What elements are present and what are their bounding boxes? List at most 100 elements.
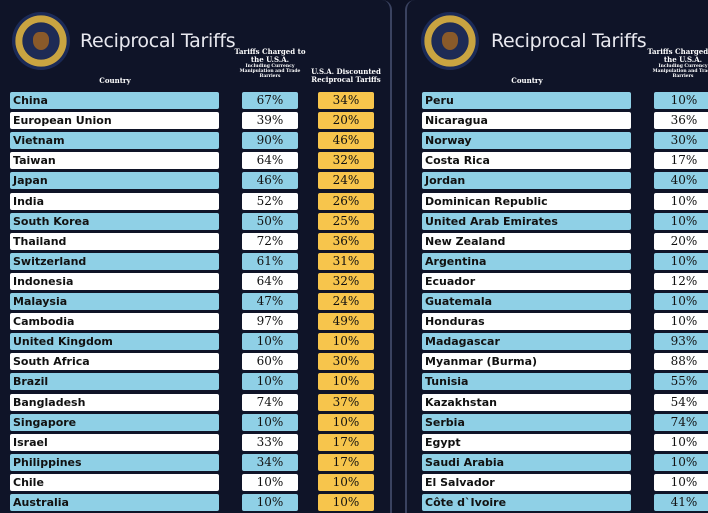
country-cell: Côte d`Ivoire [422,494,631,511]
country-cell: European Union [10,112,219,130]
charged-tariff-cell: 10% [242,333,298,351]
country-cell: China [10,92,219,109]
country-cell: Egypt [422,433,631,451]
discounted-tariff-cell: 26% [318,192,374,210]
country-cell: Indonesia [10,272,219,290]
charged-header: Tariffs Charged to the U.S.A. Including C… [234,47,306,80]
country-cell: Nicaragua [422,112,631,130]
charged-tariff-cell: 10% [654,192,708,210]
charged-tariff-cell: 10% [654,433,708,451]
charged-tariff-cell: 55% [654,373,708,391]
charged-tariff-cell: 67% [242,92,298,109]
charged-tariff-cell: 10% [654,473,708,491]
country-header: Country [99,76,131,85]
charged-header-sub: Including Currency Manipulation and Trad… [652,64,708,79]
charged-tariff-cell: 50% [242,212,298,230]
country-cell: Honduras [422,313,631,331]
charged-header-right: Tariffs Charged to the U.S.A.Including C… [647,47,708,80]
discounted-tariff-cell: 32% [318,272,374,290]
charged-tariff-cell: 47% [242,293,298,310]
country-cell: Israel [10,433,219,451]
country-cell: Myanmar (Burma) [422,353,631,371]
discounted-tariff-cell: 10% [318,373,374,391]
country-cell: Kazakhstan [422,393,631,411]
country-cell: Singapore [10,413,219,431]
left-panel: Reciprocal Tariffs Country Tariffs Charg… [10,0,392,513]
charged-tariff-cell: 93% [654,333,708,351]
charged-tariff-cell: 72% [242,232,298,250]
charged-tariff-cell: 10% [242,413,298,431]
country-cell: Argentina [422,252,631,270]
discounted-tariff-cell: 24% [318,172,374,190]
charged-tariff-cell: 33% [242,433,298,451]
charged-tariff-cell: 97% [242,313,298,331]
country-cell: Taiwan [10,152,219,170]
country-cell: Malaysia [10,293,219,310]
right-panel: Reciprocal Tariffs Country Tariffs Charg… [405,0,708,513]
charged-tariff-cell: 10% [654,453,708,471]
charged-tariff-cell: 61% [242,252,298,270]
discounted-tariff-cell: 10% [318,494,374,511]
charged-tariff-cell: 54% [654,393,708,411]
country-cell: Madagascar [422,333,631,351]
country-cell: India [10,192,219,210]
charged-tariff-cell: 10% [654,252,708,270]
charged-tariff-cell: 10% [654,212,708,230]
country-cell: Ecuador [422,272,631,290]
country-cell: South Korea [10,212,219,230]
charged-tariff-cell: 36% [654,112,708,130]
charged-header-text: Tariffs Charged to the U.S.A. [647,47,708,64]
charged-header-text: Tariffs Charged to the U.S.A. [234,47,306,64]
country-cell: Vietnam [10,132,219,150]
charged-tariff-cell: 40% [654,172,708,190]
charged-tariff-cell: 20% [654,232,708,250]
page-title: Reciprocal Tariffs [80,30,236,52]
charged-tariff-cell: 64% [242,272,298,290]
country-header-right: Country [511,76,543,85]
charged-tariff-cell: 74% [654,413,708,431]
discounted-tariff-cell: 10% [318,333,374,351]
page-title-right: Reciprocal Tariffs [491,30,647,52]
presidential-seal-icon [12,12,70,70]
charged-tariff-cell: 10% [242,473,298,491]
country-cell: Norway [422,132,631,150]
charged-tariff-cell: 41% [654,494,708,511]
charged-tariff-cell: 52% [242,192,298,210]
charged-tariff-cell: 46% [242,172,298,190]
charged-tariff-cell: 10% [654,293,708,310]
charged-tariff-cell: 30% [654,132,708,150]
discounted-tariff-cell: 37% [318,393,374,411]
charged-tariff-cell: 10% [654,313,708,331]
country-cell: New Zealand [422,232,631,250]
discounted-tariff-cell: 10% [318,413,374,431]
discounted-tariff-cell: 30% [318,353,374,371]
discounted-tariff-cell: 36% [318,232,374,250]
discounted-tariff-cell: 17% [318,433,374,451]
country-cell: Jordan [422,172,631,190]
discounted-tariff-cell: 46% [318,132,374,150]
charged-header-sub: Including Currency Manipulation and Trad… [239,64,301,79]
country-cell: United Kingdom [10,333,219,351]
country-cell: Dominican Republic [422,192,631,210]
charged-tariff-cell: 10% [242,494,298,511]
discounted-tariff-cell: 32% [318,152,374,170]
discounted-tariff-cell: 25% [318,212,374,230]
charged-tariff-cell: 12% [654,272,708,290]
country-cell: El Salvador [422,473,631,491]
country-cell: Brazil [10,373,219,391]
discounted-tariff-cell: 49% [318,313,374,331]
charged-tariff-cell: 34% [242,453,298,471]
country-cell: Chile [10,473,219,491]
country-cell: Saudi Arabia [422,453,631,471]
discounted-tariff-cell: 10% [318,473,374,491]
discounted-tariff-cell: 20% [318,112,374,130]
charged-tariff-cell: 90% [242,132,298,150]
charged-tariff-cell: 10% [654,92,708,109]
discounted-tariff-cell: 24% [318,293,374,310]
country-cell: Costa Rica [422,152,631,170]
country-cell: Japan [10,172,219,190]
country-cell: Switzerland [10,252,219,270]
country-cell: Philippines [10,453,219,471]
charged-tariff-cell: 17% [654,152,708,170]
country-cell: Bangladesh [10,393,219,411]
